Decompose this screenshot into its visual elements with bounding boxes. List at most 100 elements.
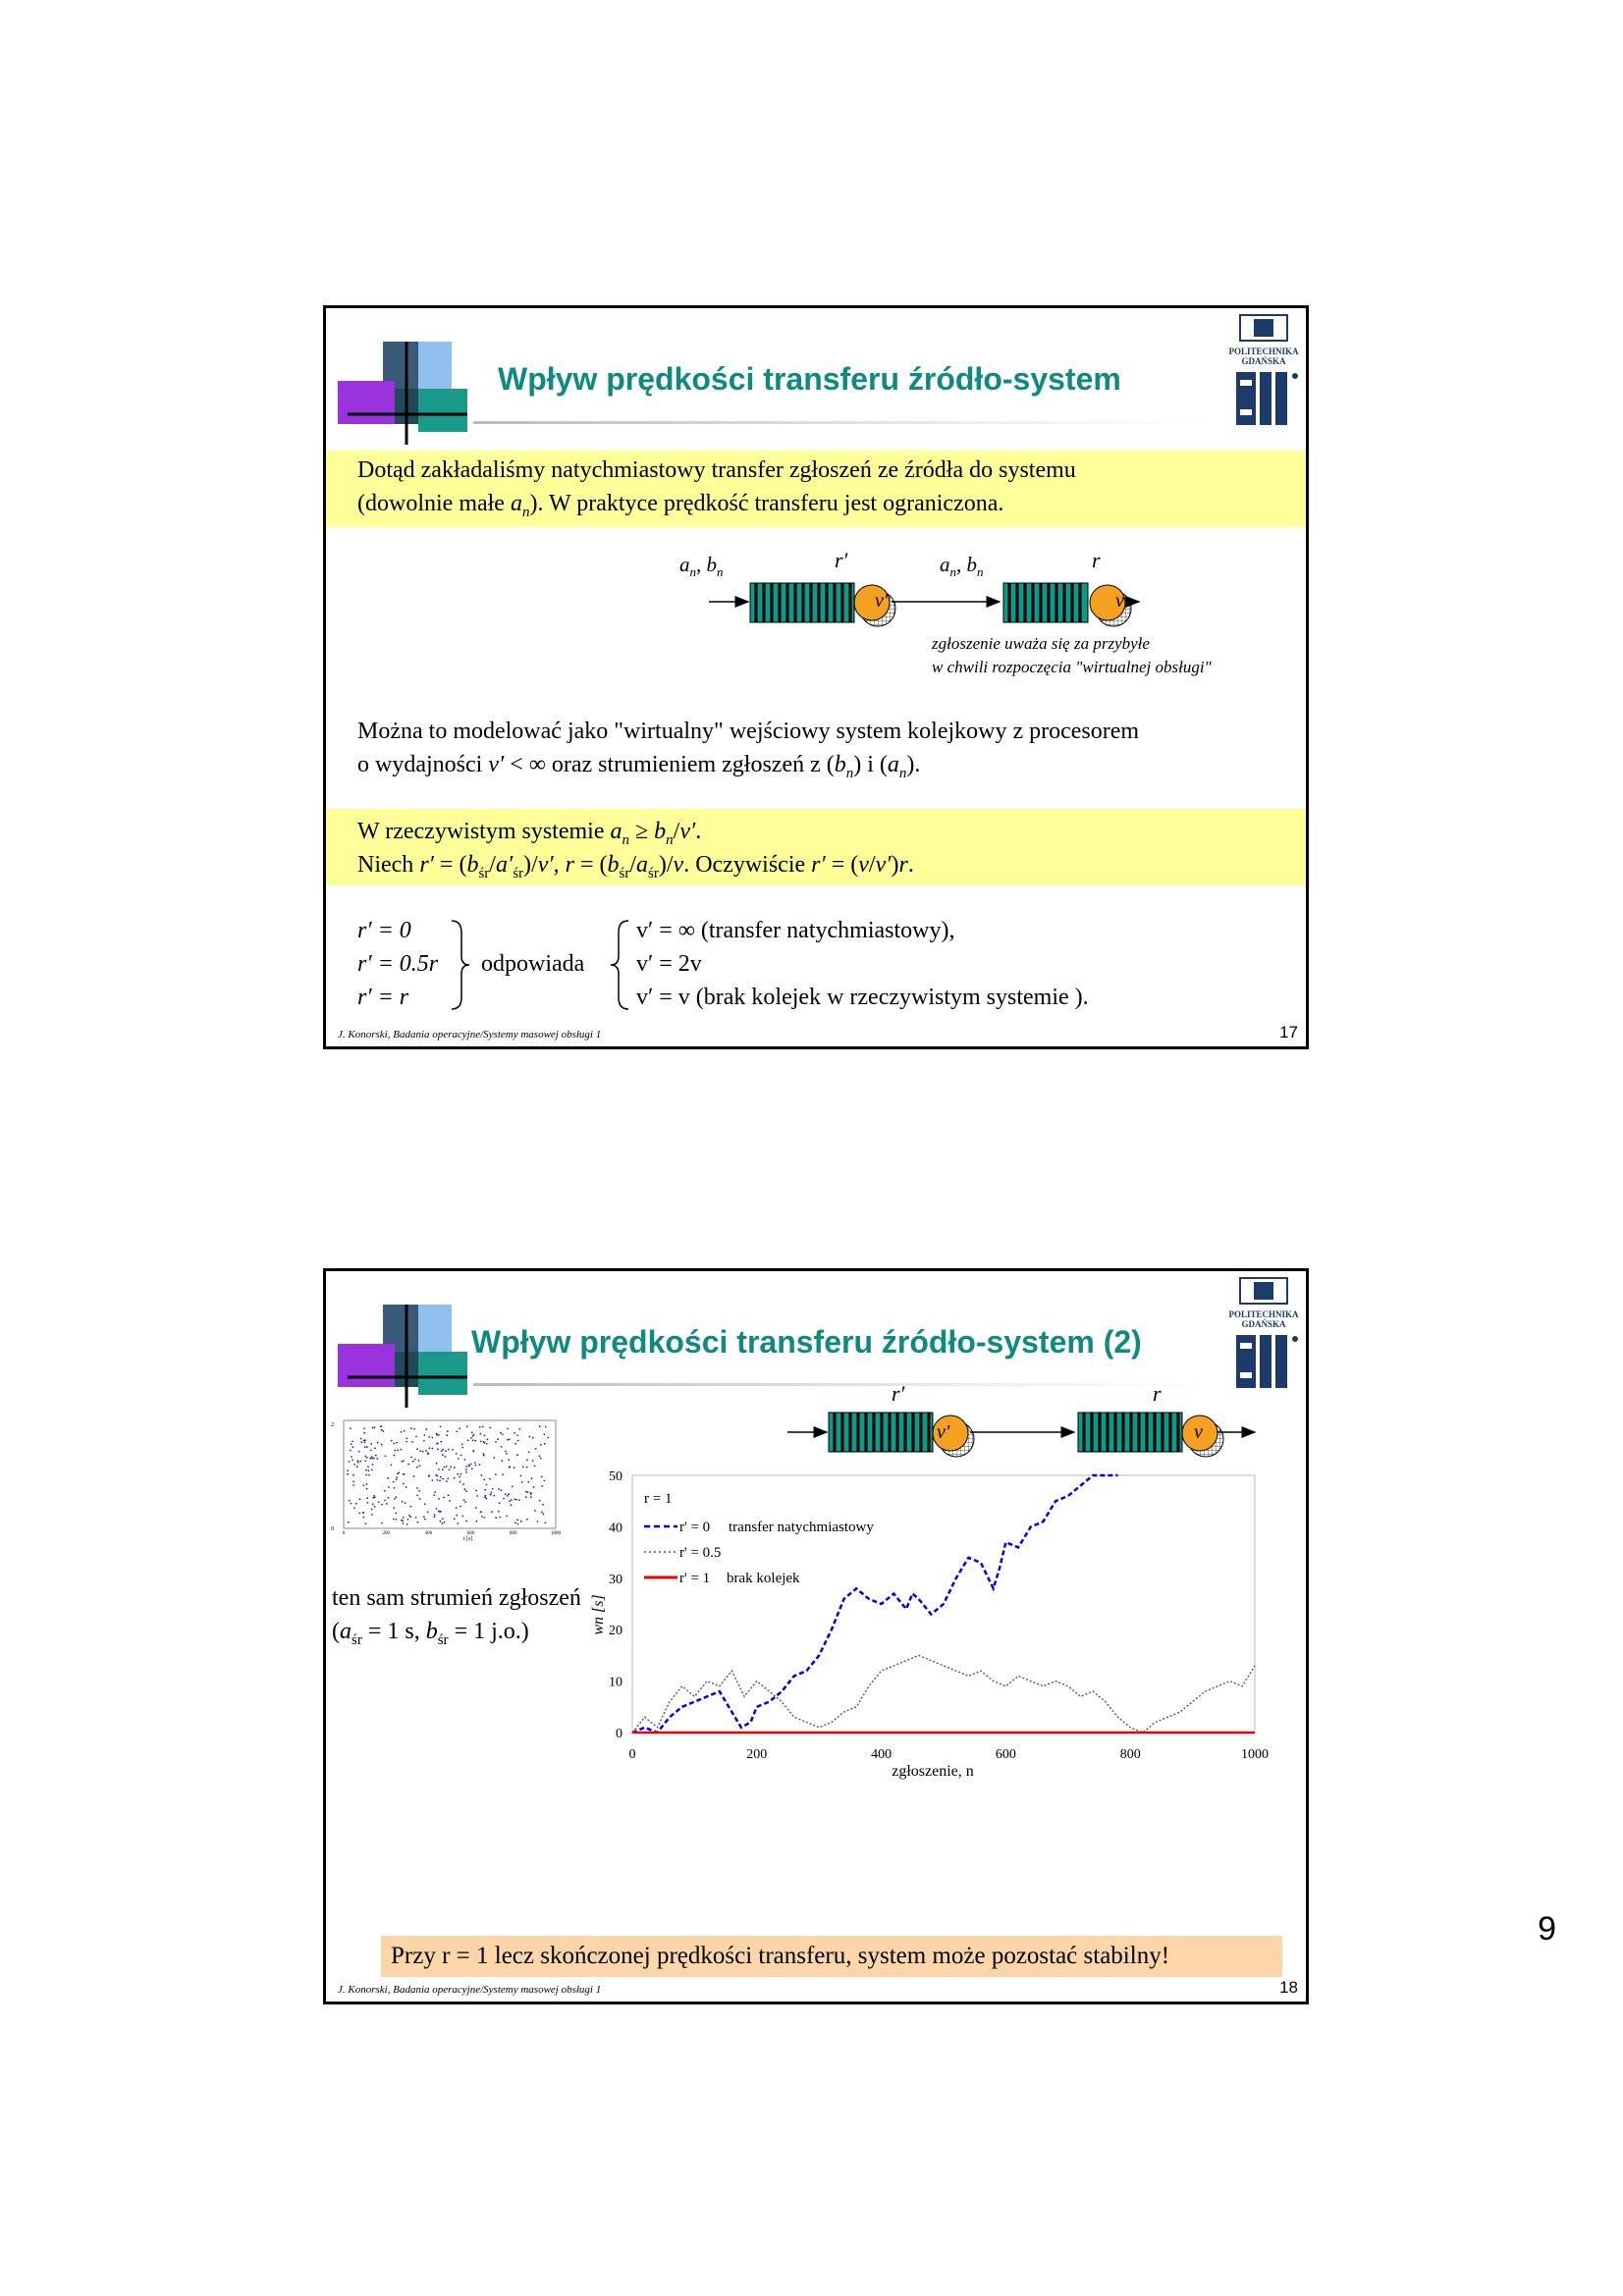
scatter-point bbox=[460, 1454, 462, 1457]
scatter-point bbox=[524, 1496, 527, 1499]
scatter-point bbox=[403, 1460, 405, 1463]
scatter-ytick-2: 2 bbox=[331, 1422, 334, 1428]
scatter-point bbox=[423, 1518, 426, 1521]
case-left-1: r′ = 0 bbox=[357, 918, 411, 943]
scatter-point bbox=[503, 1497, 505, 1500]
scatter-point bbox=[495, 1473, 497, 1476]
scatter-point bbox=[363, 1441, 366, 1444]
scatter-point bbox=[510, 1504, 513, 1507]
queue-2 bbox=[1002, 582, 1089, 623]
scatter-point bbox=[466, 1439, 469, 1442]
scatter-point bbox=[352, 1440, 353, 1443]
scatter-point bbox=[416, 1487, 418, 1489]
scatter-point bbox=[406, 1440, 407, 1443]
scatter-point bbox=[521, 1466, 524, 1468]
y-tick-label: 20 bbox=[609, 1624, 622, 1638]
input-label: an, bn bbox=[679, 553, 724, 580]
scatter-point bbox=[413, 1458, 416, 1461]
scatter-point bbox=[543, 1479, 546, 1482]
conclusion-band bbox=[381, 1936, 1282, 1977]
scatter-point bbox=[489, 1426, 491, 1429]
scatter-point bbox=[507, 1427, 509, 1430]
scatter-point bbox=[393, 1486, 396, 1489]
scatter-point bbox=[433, 1514, 436, 1516]
scatter-point bbox=[481, 1425, 484, 1428]
scatter-point bbox=[519, 1474, 522, 1477]
scatter-point bbox=[418, 1489, 420, 1492]
slide-footer: J. Konorski, Badania operacyjne/Systemy … bbox=[338, 1984, 602, 1996]
scatter-point bbox=[528, 1435, 531, 1438]
scatter-point bbox=[478, 1425, 481, 1428]
scatter-point bbox=[526, 1491, 529, 1494]
scatter-point bbox=[480, 1474, 483, 1476]
scatter-point bbox=[514, 1442, 516, 1445]
scatter-point bbox=[355, 1502, 357, 1505]
scatter-point bbox=[356, 1462, 359, 1464]
scatter-point bbox=[484, 1496, 486, 1499]
scatter-point bbox=[461, 1515, 464, 1518]
scatter-point bbox=[373, 1426, 376, 1429]
scatter-point bbox=[479, 1440, 482, 1443]
scatter-point bbox=[365, 1483, 368, 1485]
model-line-2: o wydajności v′ < ∞ oraz strumieniem zgł… bbox=[357, 752, 921, 781]
scatter-point bbox=[461, 1446, 464, 1449]
scatter-point bbox=[395, 1496, 398, 1499]
scatter-point bbox=[367, 1466, 369, 1468]
scatter-point bbox=[406, 1519, 409, 1521]
scatter-point bbox=[363, 1427, 365, 1429]
scatter-point bbox=[365, 1468, 367, 1471]
scatter-point bbox=[543, 1433, 546, 1436]
real-line-1: W rzeczywistym systemie an ≥ bn/v′. bbox=[357, 819, 702, 848]
scatter-point bbox=[534, 1448, 537, 1450]
scatter-point bbox=[431, 1447, 434, 1450]
title-underline bbox=[473, 1383, 1208, 1386]
scatter-point bbox=[388, 1486, 390, 1488]
scatter-point bbox=[362, 1439, 365, 1442]
case-right-1: v′ = ∞ (transfer natychmiastowy), bbox=[636, 918, 955, 943]
server-2-icon bbox=[1089, 584, 1126, 621]
scatter-point bbox=[442, 1477, 444, 1480]
x-tick-label: 200 bbox=[746, 1747, 767, 1762]
scatter-point bbox=[499, 1516, 502, 1519]
scatter-point bbox=[364, 1460, 367, 1463]
scatter-point bbox=[356, 1460, 359, 1463]
scatter-point bbox=[511, 1499, 513, 1501]
scatter-point bbox=[414, 1517, 417, 1519]
scatter-point bbox=[438, 1468, 440, 1470]
scatter-point bbox=[538, 1455, 541, 1458]
scatter-point bbox=[436, 1433, 438, 1436]
scatter-xlabel: t [s] bbox=[463, 1536, 473, 1542]
scatter-point bbox=[520, 1481, 523, 1483]
scatter-point bbox=[459, 1480, 461, 1483]
legend-entry-r1: r' = 1 bbox=[679, 1571, 710, 1586]
scatter-point bbox=[474, 1439, 477, 1442]
model-line-1: Można to modelować jako "wirtualny" wejś… bbox=[357, 719, 1140, 744]
scatter-point bbox=[425, 1428, 428, 1431]
server-1-icon bbox=[853, 584, 891, 621]
scatter-point bbox=[371, 1426, 374, 1429]
scatter-point bbox=[493, 1494, 496, 1497]
conclusion: Przy r = 1 lecz skończonej prędkości tra… bbox=[391, 1943, 1170, 1969]
scatter-point bbox=[364, 1455, 367, 1458]
scatter-point bbox=[498, 1502, 501, 1505]
scatter-point bbox=[474, 1507, 477, 1509]
scatter-point bbox=[505, 1450, 507, 1453]
scatter-point bbox=[479, 1511, 482, 1514]
mid-label: an, bn bbox=[940, 553, 984, 580]
scatter-point bbox=[381, 1503, 383, 1506]
y-tick-label: 50 bbox=[609, 1469, 622, 1484]
scatter-point bbox=[504, 1493, 507, 1496]
scatter-point bbox=[441, 1522, 444, 1524]
cases-mid: odpowiada bbox=[481, 951, 585, 977]
scatter-point bbox=[352, 1446, 354, 1449]
scatter-point bbox=[438, 1498, 440, 1500]
case-right-2: v′ = 2v bbox=[636, 951, 702, 977]
scatter-point bbox=[358, 1498, 361, 1501]
scatter-point bbox=[416, 1466, 418, 1468]
scatter-point bbox=[475, 1489, 478, 1492]
legend-title: r = 1 bbox=[644, 1491, 672, 1507]
page-number: 9 bbox=[1538, 1910, 1556, 1948]
scatter-point bbox=[395, 1512, 398, 1515]
scatter-point bbox=[435, 1473, 438, 1476]
queue-1-label: r′ bbox=[835, 548, 848, 572]
